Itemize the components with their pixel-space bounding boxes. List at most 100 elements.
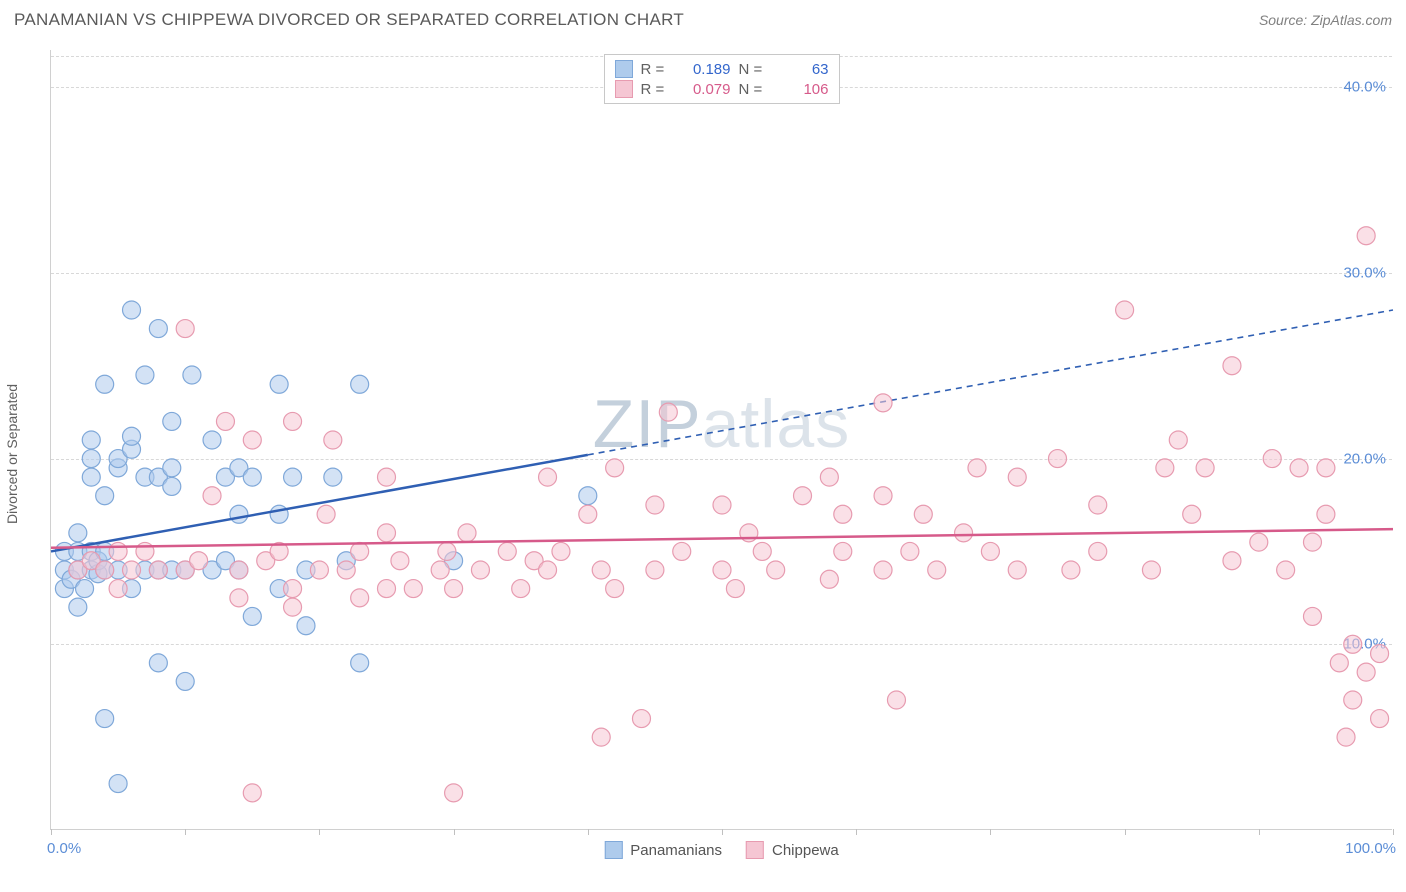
data-point-chippewa <box>794 487 812 505</box>
x-tick-mark <box>722 829 723 835</box>
data-point-chippewa <box>1169 431 1187 449</box>
x-tick-mark <box>856 829 857 835</box>
data-point-chippewa <box>914 505 932 523</box>
data-point-chippewa <box>874 394 892 412</box>
data-point-chippewa <box>928 561 946 579</box>
data-point-chippewa <box>284 598 302 616</box>
data-point-chippewa <box>317 505 335 523</box>
data-point-chippewa <box>1357 227 1375 245</box>
x-tick-mark <box>1259 829 1260 835</box>
legend-swatch <box>604 841 622 859</box>
corr-legend-row-panamanians: R =0.189N =63 <box>615 59 829 79</box>
data-point-chippewa <box>834 505 852 523</box>
n-label: N = <box>739 81 767 98</box>
x-tick-mark <box>319 829 320 835</box>
data-point-chippewa <box>592 561 610 579</box>
data-point-panamanians <box>69 598 87 616</box>
data-point-chippewa <box>820 468 838 486</box>
data-point-panamanians <box>230 505 248 523</box>
data-point-panamanians <box>149 320 167 338</box>
data-point-chippewa <box>1317 459 1335 477</box>
data-point-chippewa <box>243 784 261 802</box>
data-point-chippewa <box>1371 710 1389 728</box>
data-point-panamanians <box>351 375 369 393</box>
data-point-panamanians <box>163 412 181 430</box>
source-prefix: Source: <box>1259 12 1311 28</box>
data-point-chippewa <box>726 580 744 598</box>
x-tick-mark <box>1393 829 1394 835</box>
data-point-chippewa <box>659 403 677 421</box>
data-point-chippewa <box>552 542 570 560</box>
data-point-chippewa <box>109 580 127 598</box>
data-point-panamanians <box>69 524 87 542</box>
data-point-chippewa <box>1142 561 1160 579</box>
data-point-chippewa <box>1344 635 1362 653</box>
data-point-chippewa <box>351 589 369 607</box>
data-point-panamanians <box>297 617 315 635</box>
legend-swatch-panamanians <box>615 60 633 78</box>
data-point-chippewa <box>243 431 261 449</box>
data-point-chippewa <box>324 431 342 449</box>
data-point-chippewa <box>713 496 731 514</box>
data-point-chippewa <box>1089 496 1107 514</box>
data-point-panamanians <box>163 459 181 477</box>
correlation-legend: R =0.189N =63R =0.079N =106 <box>604 54 840 104</box>
x-tick-mark <box>185 829 186 835</box>
n-label: N = <box>739 61 767 78</box>
data-point-panamanians <box>76 580 94 598</box>
data-point-panamanians <box>136 366 154 384</box>
data-point-chippewa <box>1116 301 1134 319</box>
chart-plot-area: ZIPatlas 10.0%20.0%30.0%40.0% R =0.189N … <box>50 50 1392 830</box>
data-point-chippewa <box>1089 542 1107 560</box>
data-point-chippewa <box>445 784 463 802</box>
data-point-chippewa <box>284 412 302 430</box>
data-point-panamanians <box>82 468 100 486</box>
data-point-chippewa <box>284 580 302 598</box>
page-header: PANAMANIAN VS CHIPPEWA DIVORCED OR SEPAR… <box>0 0 1406 36</box>
data-point-chippewa <box>176 320 194 338</box>
data-point-chippewa <box>606 459 624 477</box>
data-point-panamanians <box>123 301 141 319</box>
data-point-chippewa <box>1277 561 1295 579</box>
n-value: 63 <box>775 61 829 78</box>
chart-title: PANAMANIAN VS CHIPPEWA DIVORCED OR SEPAR… <box>14 10 684 30</box>
r-value: 0.079 <box>677 81 731 98</box>
data-point-chippewa <box>1008 468 1026 486</box>
x-axis-max-label: 100.0% <box>1345 840 1396 857</box>
data-point-chippewa <box>767 561 785 579</box>
data-point-chippewa <box>378 580 396 598</box>
data-point-chippewa <box>1317 505 1335 523</box>
data-point-chippewa <box>820 570 838 588</box>
data-point-chippewa <box>887 691 905 709</box>
data-point-chippewa <box>539 561 557 579</box>
series-legend: PanamaniansChippewa <box>604 841 838 859</box>
data-point-panamanians <box>96 375 114 393</box>
data-point-chippewa <box>646 496 664 514</box>
x-tick-mark <box>454 829 455 835</box>
source-name: ZipAtlas.com <box>1311 12 1392 28</box>
corr-legend-row-chippewa: R =0.079N =106 <box>615 79 829 99</box>
data-point-chippewa <box>1303 607 1321 625</box>
data-point-chippewa <box>378 524 396 542</box>
data-point-panamanians <box>324 468 342 486</box>
data-point-chippewa <box>874 561 892 579</box>
data-point-chippewa <box>1290 459 1308 477</box>
data-point-chippewa <box>579 505 597 523</box>
trendline-panamanians <box>51 455 588 552</box>
data-point-panamanians <box>270 375 288 393</box>
data-point-panamanians <box>96 487 114 505</box>
data-point-chippewa <box>713 561 731 579</box>
x-tick-mark <box>990 829 991 835</box>
data-point-chippewa <box>512 580 530 598</box>
data-point-panamanians <box>82 431 100 449</box>
data-point-panamanians <box>163 477 181 495</box>
data-point-panamanians <box>176 672 194 690</box>
data-point-chippewa <box>1062 561 1080 579</box>
data-point-panamanians <box>579 487 597 505</box>
y-axis-label: Divorced or Separated <box>4 384 20 524</box>
data-point-chippewa <box>874 487 892 505</box>
legend-label: Panamanians <box>630 842 722 859</box>
data-point-chippewa <box>1357 663 1375 681</box>
trendline-chippewa <box>51 529 1393 548</box>
data-point-panamanians <box>351 654 369 672</box>
